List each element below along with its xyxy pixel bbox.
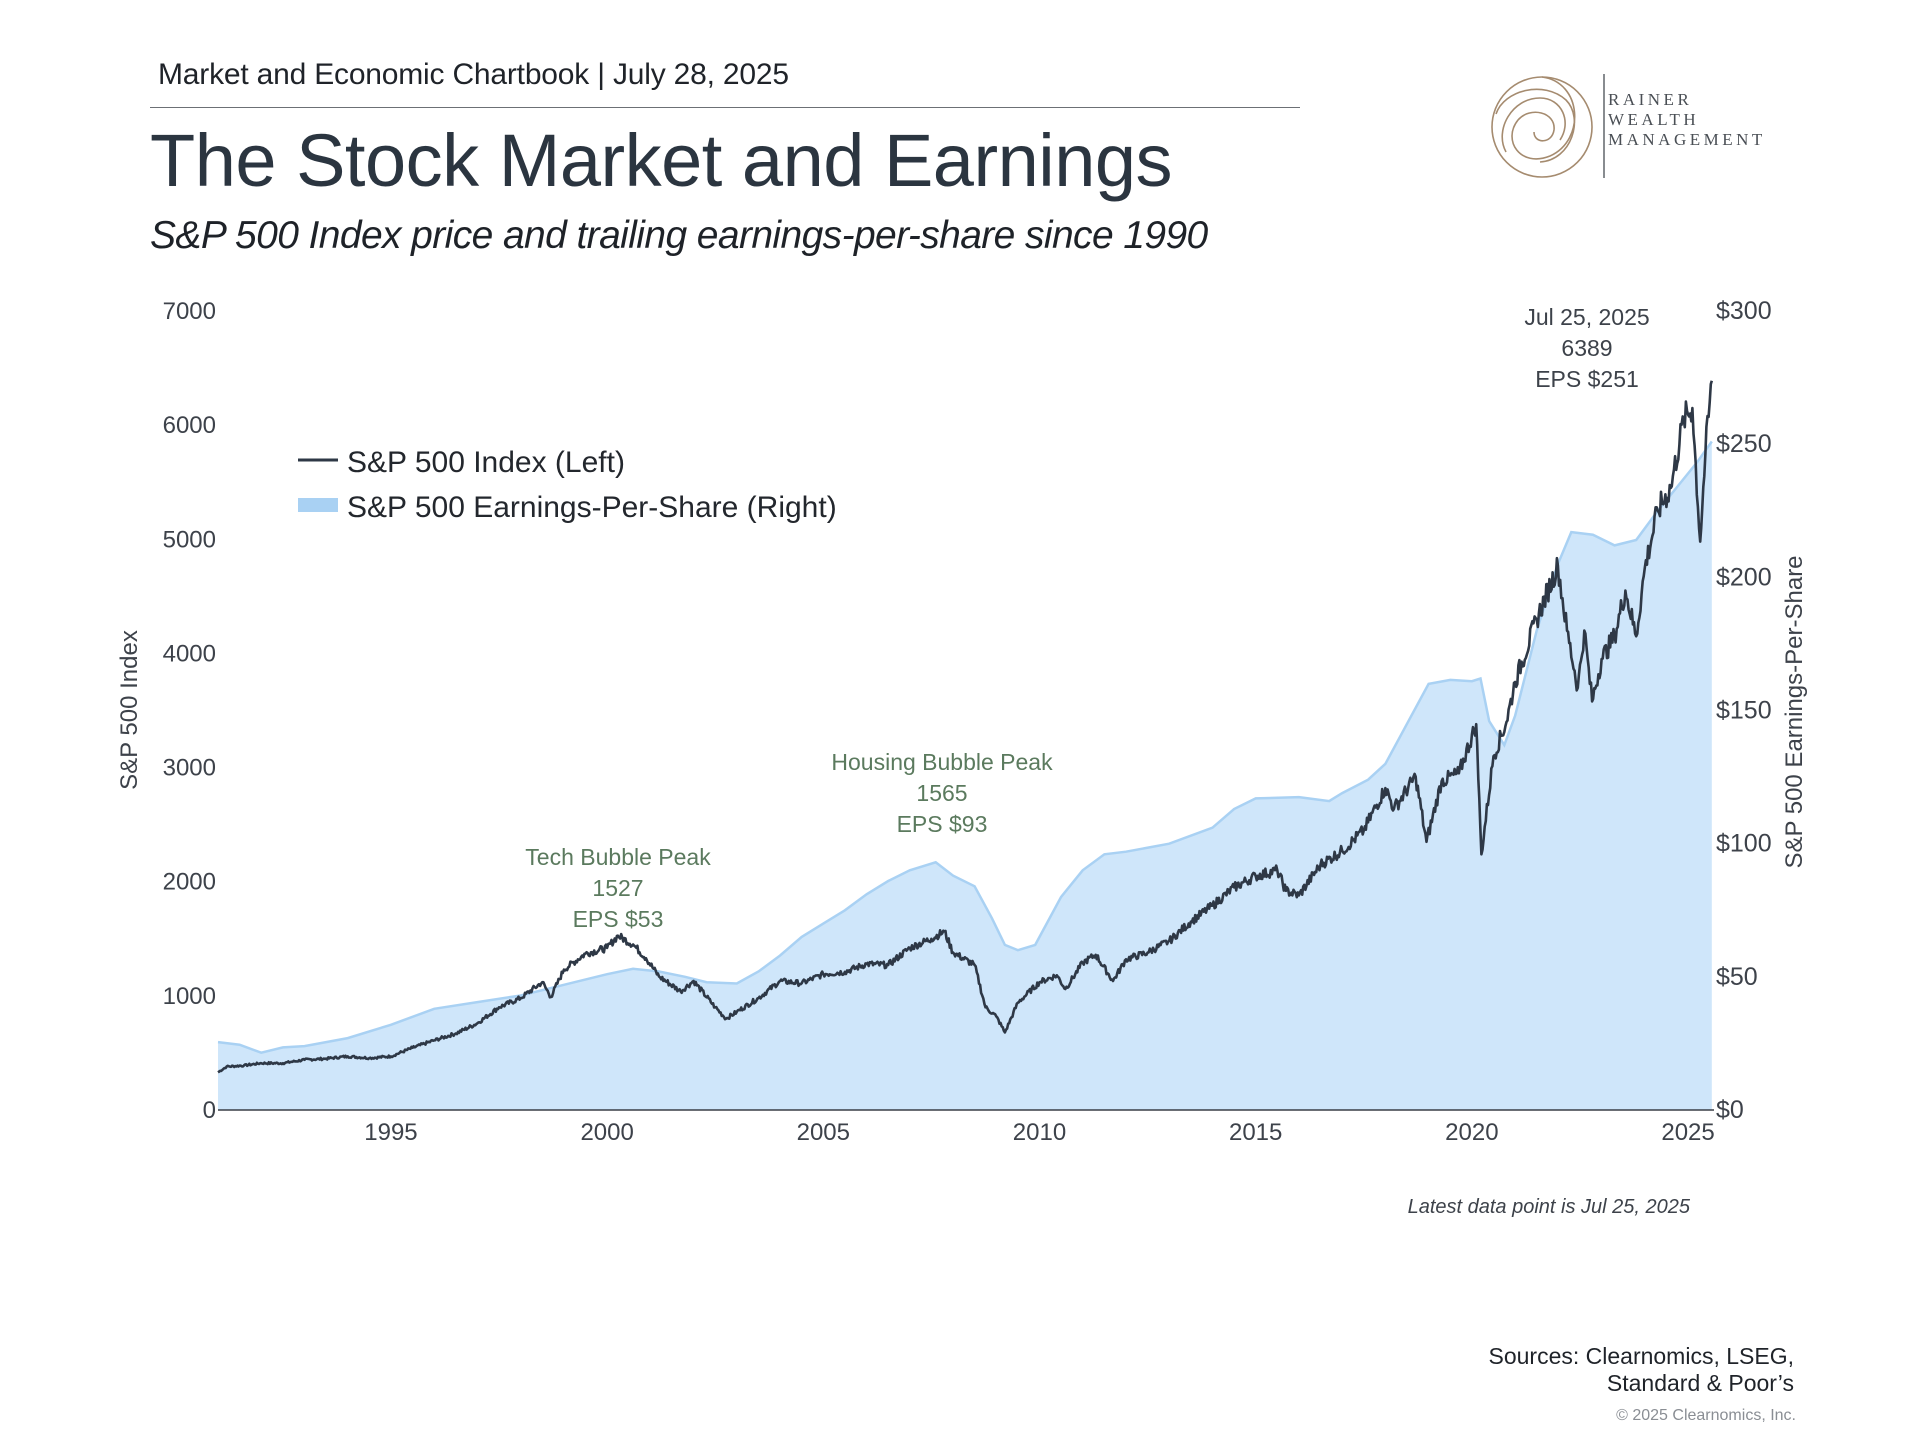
- x-tick-label: 2005: [797, 1119, 850, 1146]
- sp500-index-line: [217, 380, 1714, 1074]
- rainer-logo: [1491, 74, 1605, 178]
- x-tick-label: 2020: [1445, 1119, 1498, 1146]
- right-tick-label: $300: [1716, 297, 1772, 325]
- x-tick-label: 1995: [364, 1119, 417, 1146]
- left-tick-label: 5000: [163, 526, 216, 553]
- eps-area-edge: [217, 440, 1713, 1055]
- right-tick-label: $150: [1716, 697, 1772, 725]
- annotation-1-line-3: EPS $53: [573, 906, 664, 932]
- sources-line-1: Sources: Clearnomics, LSEG,: [1488, 1343, 1794, 1369]
- legend-area-swatch: [298, 498, 338, 512]
- logo-line-3: MANAGEMENT: [1608, 130, 1766, 149]
- x-tick-label: 2000: [580, 1119, 633, 1146]
- x-tick-label: 2025: [1661, 1119, 1714, 1146]
- left-tick-label: 2000: [163, 869, 216, 896]
- left-axis-title: S&P 500 Index: [116, 630, 143, 790]
- right-tick-label: $0: [1716, 1096, 1744, 1124]
- eps-area: [218, 441, 1712, 1110]
- right-tick-label: $250: [1716, 430, 1772, 458]
- chartbook-label: Market and Economic Chartbook | July 28,…: [158, 58, 789, 91]
- annotation-1-line-2: 1527: [592, 875, 643, 901]
- header-rule: [150, 107, 1300, 108]
- left-tick-label: 7000: [163, 298, 216, 325]
- page-title: The Stock Market and Earnings: [150, 119, 1173, 202]
- logo-line-1: RAINER: [1608, 90, 1693, 109]
- left-tick-label: 6000: [163, 412, 216, 439]
- annotation-3-line-1: Jul 25, 2025: [1524, 304, 1649, 330]
- right-tick-label: $200: [1716, 563, 1772, 591]
- sources-note: Sources: Clearnomics, LSEG, Standard & P…: [1300, 1343, 1794, 1397]
- annotation-3-line-3: EPS $251: [1535, 366, 1639, 392]
- legend-index-label: S&P 500 Index (Left): [347, 446, 625, 479]
- x-tick-label: 2015: [1229, 1119, 1282, 1146]
- logo-wordmark: RAINER WEALTH MANAGEMENT: [1608, 90, 1766, 150]
- annotation-2-line-1: Housing Bubble Peak: [831, 749, 1053, 775]
- left-tick-label: 1000: [163, 983, 216, 1010]
- annotation-1-line-1: Tech Bubble Peak: [525, 844, 711, 870]
- annotation-2-line-2: 1565: [916, 780, 967, 806]
- left-tick-label: 3000: [163, 755, 216, 782]
- sources-line-2: Standard & Poor’s: [1606, 1370, 1794, 1396]
- x-tick-label: 2010: [1013, 1119, 1066, 1146]
- right-tick-label: $50: [1716, 963, 1758, 991]
- right-tick-label: $100: [1716, 830, 1772, 858]
- copyright: © 2025 Clearnomics, Inc.: [1616, 1407, 1796, 1424]
- annotation-2-line-3: EPS $93: [897, 811, 988, 837]
- legend-eps-label: S&P 500 Earnings-Per-Share (Right): [347, 491, 837, 524]
- right-axis-title: S&P 500 Earnings-Per-Share: [1781, 555, 1808, 868]
- swirl-logo-icon: [1491, 76, 1593, 178]
- left-tick-label: 4000: [163, 640, 216, 667]
- logo-line-2: WEALTH: [1608, 110, 1700, 129]
- left-tick-label: 0: [203, 1097, 216, 1124]
- annotation-3-line-2: 6389: [1561, 335, 1612, 361]
- latest-data-note: Latest data point is Jul 25, 2025: [1407, 1196, 1690, 1218]
- page-subtitle: S&P 500 Index price and trailing earning…: [150, 214, 1208, 257]
